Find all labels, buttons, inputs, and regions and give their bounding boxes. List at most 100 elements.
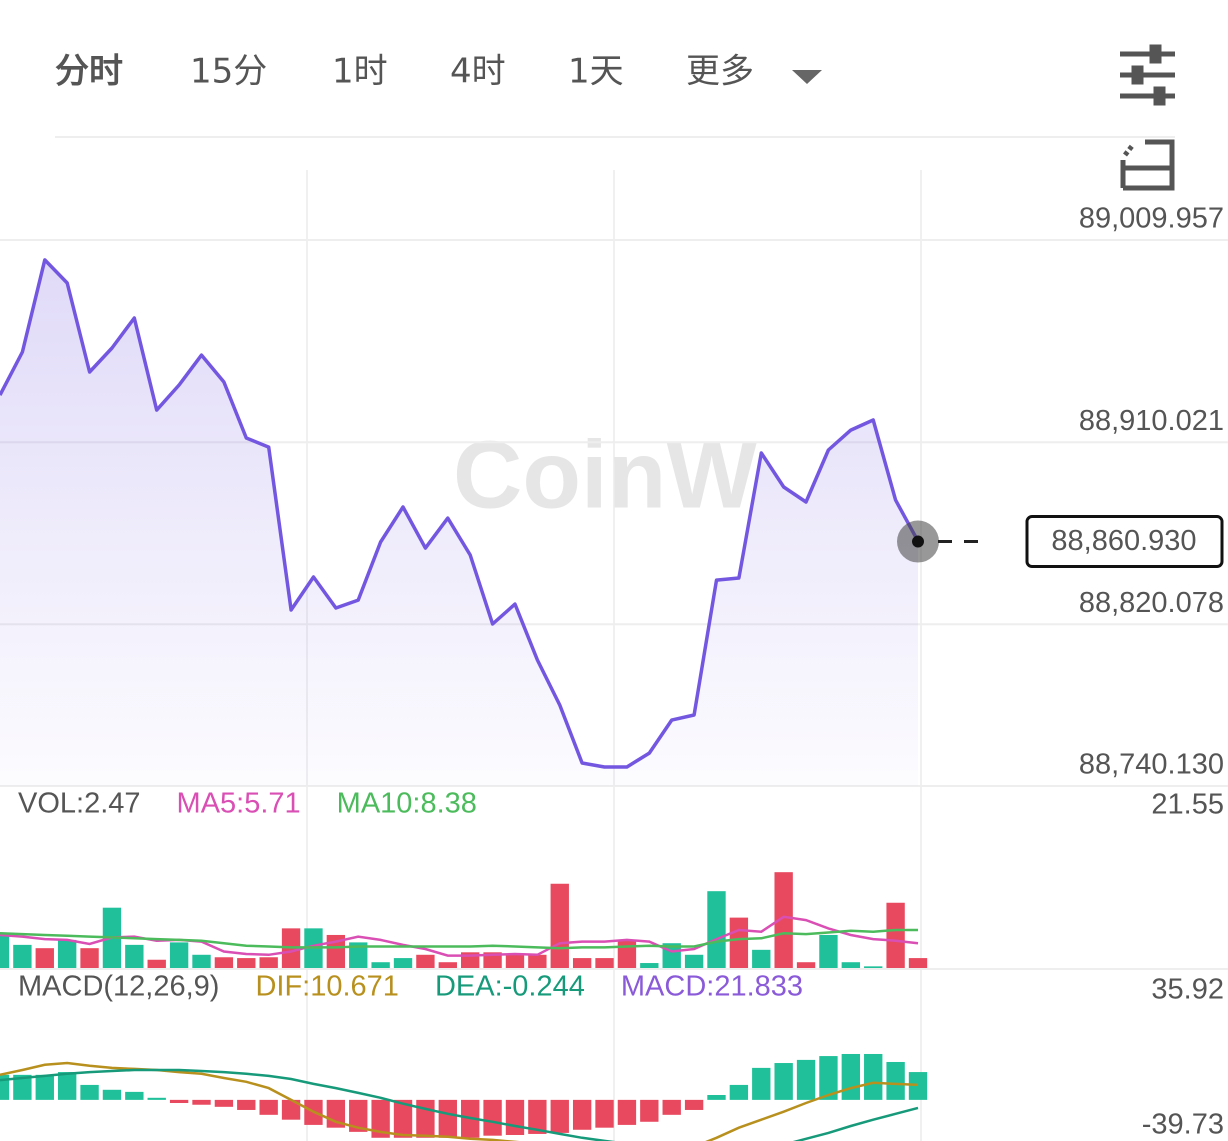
bar [438, 1099, 457, 1138]
bar [550, 1099, 569, 1133]
bar [416, 1099, 435, 1138]
bar [214, 1099, 234, 1107]
indicator-line [0, 928, 918, 950]
bar [192, 1099, 211, 1105]
bar [505, 1099, 525, 1135]
bar [349, 1099, 368, 1132]
bar [57, 939, 77, 968]
tab[interactable]: 1时 [332, 52, 388, 92]
bar [57, 1072, 77, 1100]
tab[interactable]: 4时 [450, 52, 506, 92]
layout-icon[interactable] [1120, 139, 1175, 191]
bar [259, 957, 278, 968]
bar [125, 1091, 144, 1100]
bar [819, 1056, 838, 1100]
y-tick-label: 21.55 [1151, 789, 1224, 821]
bar [0, 1074, 10, 1100]
tab-bar: 分时 15分 1时 4时 1天 更多 [55, 52, 754, 92]
tab[interactable]: 1天 [568, 52, 624, 92]
bar [80, 1084, 99, 1100]
bar [483, 952, 502, 968]
bar [841, 962, 861, 968]
bar [707, 1095, 726, 1100]
y-tick-label: 88,820.078 [1079, 587, 1224, 619]
bar [80, 948, 99, 968]
legend-entry: DEA:-0.244 [435, 971, 585, 1003]
bar [438, 962, 457, 968]
bar [864, 1053, 883, 1100]
bar [752, 949, 771, 968]
bar [841, 1053, 861, 1100]
bar [125, 944, 144, 968]
bar [886, 1061, 905, 1100]
bar [774, 872, 793, 968]
bar [796, 962, 816, 968]
last-price-label: 88,860.930 [1051, 525, 1196, 557]
indicator-line [0, 1068, 919, 1141]
bar [237, 1099, 256, 1110]
bar [349, 942, 368, 968]
bar [729, 1084, 749, 1100]
y-tick-label: 89,009.957 [1079, 203, 1224, 235]
bar [169, 1099, 189, 1104]
bar [147, 959, 166, 968]
bar [640, 1099, 659, 1122]
y-tick-label: -39.73 [1142, 1109, 1224, 1141]
bar [774, 1063, 793, 1100]
legend-entry: MA5:5.71 [177, 788, 301, 820]
last-price-dot [912, 535, 924, 548]
bar [707, 891, 726, 968]
bar [528, 954, 547, 968]
legend-entry: DIF:10.671 [255, 971, 398, 1003]
bar [864, 966, 883, 968]
tab[interactable]: 分时 [55, 52, 123, 92]
legend-entry: MA10:8.38 [337, 788, 477, 820]
legend-entry: MACD:21.833 [621, 971, 803, 1003]
bar [617, 1099, 637, 1125]
bar [393, 958, 413, 968]
bar [595, 1099, 614, 1128]
price-line [0, 258, 920, 769]
legend-entry: VOL:2.47 [18, 788, 141, 820]
bar [528, 1099, 547, 1134]
bar [13, 944, 32, 968]
bar [13, 1074, 32, 1100]
tab[interactable]: 更多 [686, 52, 754, 92]
bar [572, 958, 592, 968]
bar [752, 1067, 771, 1100]
bar [393, 1099, 413, 1138]
bar [684, 954, 704, 968]
dropdown-arrow[interactable] [792, 70, 822, 84]
y-tick-label: 35.92 [1151, 974, 1224, 1006]
bar [505, 953, 525, 968]
bar [819, 934, 838, 968]
bar [192, 954, 211, 968]
bar [908, 1072, 928, 1100]
bar [102, 1089, 122, 1100]
last-price-box [1025, 515, 1224, 569]
bar [281, 1099, 301, 1120]
legend-entry: MACD(12,26,9) [18, 971, 219, 1003]
bar [416, 954, 435, 968]
bar [640, 963, 659, 968]
settings-icon[interactable] [1120, 44, 1175, 106]
bar [371, 962, 390, 968]
price-area [0, 259, 918, 786]
bar [595, 958, 614, 968]
bar [662, 1099, 681, 1115]
bar [483, 1099, 502, 1136]
y-tick-label: 88,740.130 [1079, 749, 1224, 781]
bar [572, 1099, 592, 1130]
bar [214, 957, 234, 968]
bar [886, 902, 905, 968]
bar [729, 917, 749, 968]
tab[interactable]: 15分 [190, 52, 267, 92]
bar [35, 948, 54, 968]
bar [371, 1099, 390, 1138]
bar [550, 883, 569, 968]
bar [617, 939, 637, 968]
bar [259, 1099, 278, 1115]
watermark: CoinW [453, 421, 757, 528]
bar [908, 958, 928, 968]
